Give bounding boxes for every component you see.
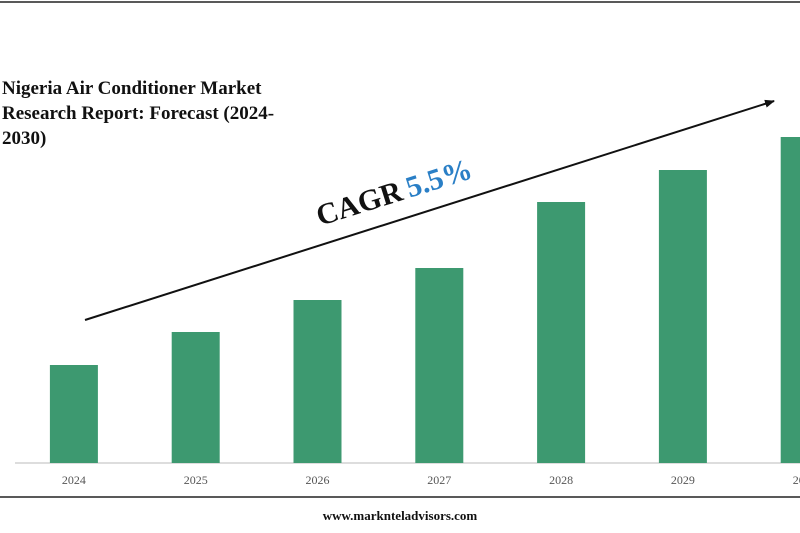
bar (537, 202, 586, 463)
footer: www.marknteladvisors.com (323, 508, 478, 523)
bar (293, 300, 342, 463)
x-tick-label: 2025 (184, 473, 208, 487)
cagr-annotation: CAGR 5.5% (312, 153, 476, 233)
x-tick-label: 2024 (62, 473, 86, 487)
chart-title: Nigeria Air Conditioner Market Research … (2, 78, 275, 149)
x-tick-label: 2029 (671, 473, 695, 487)
x-tick-label: 2028 (549, 473, 573, 487)
bar (658, 170, 707, 463)
x-tick-label: 2027 (427, 473, 451, 487)
bar (49, 365, 98, 463)
bar (415, 268, 464, 463)
cagr-rate: 5.5% (402, 153, 476, 205)
x-tick-label: 2026 (306, 473, 330, 487)
bar (780, 137, 800, 463)
x-tick-label: 2030 (793, 473, 800, 487)
trend-arrow (84, 99, 775, 321)
bar (171, 332, 220, 463)
cagr-text: CAGR (312, 175, 406, 233)
